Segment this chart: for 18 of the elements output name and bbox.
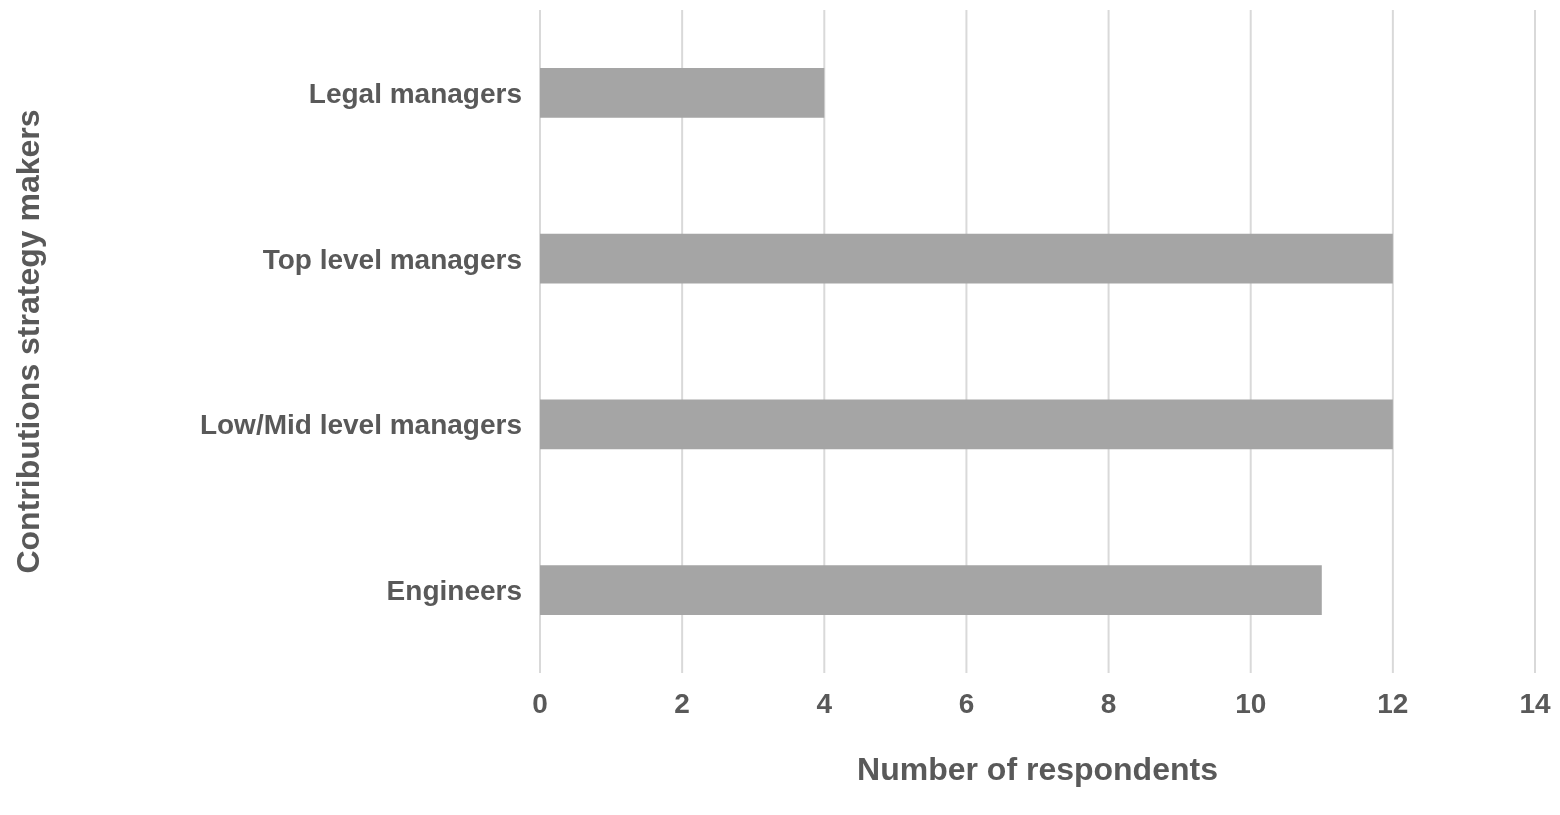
- x-tick-label: 8: [1100, 687, 1117, 719]
- bar: [540, 68, 825, 118]
- x-axis-title: Number of respondents: [857, 751, 1218, 787]
- y-tick-label: Legal managers: [308, 77, 522, 109]
- y-tick-label: Low/Mid level managers: [199, 409, 522, 441]
- x-tick-label: 2: [674, 687, 690, 719]
- bar: [540, 233, 1393, 284]
- y-tick-label: Engineers: [386, 575, 522, 607]
- y-axis-title: Contributions strategy makers: [10, 109, 47, 574]
- x-tick-label: 12: [1377, 687, 1409, 719]
- y-tick-label: Top level managers: [262, 243, 522, 275]
- x-tick-label: 0: [532, 687, 548, 719]
- bar: [540, 565, 1322, 615]
- x-tick-label: 14: [1519, 687, 1551, 719]
- bar: [540, 399, 1393, 450]
- x-tick-label: 10: [1235, 687, 1267, 719]
- x-tick-label: 4: [816, 687, 833, 719]
- x-tick-label: 6: [958, 687, 975, 719]
